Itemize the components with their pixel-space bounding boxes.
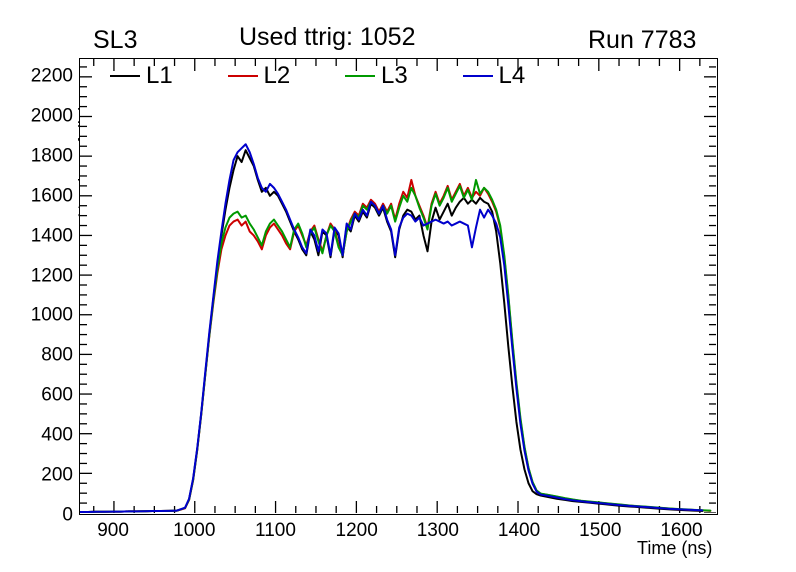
legend: L1 L2 L3 L4 [110, 61, 580, 91]
legend-entry-L4[interactable]: L4 [462, 62, 581, 89]
y-tick-2000: 2000 [30, 105, 73, 127]
x-axis-label: Time (ns) [637, 538, 713, 558]
y-tick-400: 400 [41, 424, 73, 446]
plot-frame [79, 58, 718, 515]
run-label: Run 7783 [588, 26, 697, 54]
y-tick-1800: 1800 [30, 145, 73, 167]
y-tick-600: 600 [41, 384, 73, 406]
y-tick-1600: 1600 [30, 185, 73, 207]
legend-label-L1: L1 [146, 62, 173, 89]
x-tick-1400: 1400 [497, 520, 541, 541]
series-line-L3 [80, 178, 712, 513]
y-tick-800: 800 [41, 344, 73, 366]
series-line-L4 [80, 143, 704, 513]
x-tick-900: 900 [97, 520, 129, 541]
y-tick-1200: 1200 [30, 265, 73, 287]
legend-entry-L3[interactable]: L3 [345, 64, 463, 88]
x-tick-1100: 1100 [255, 520, 296, 541]
x-tick-1600: 1600 [660, 520, 703, 541]
y-tick-1400: 1400 [30, 225, 73, 247]
plot-canvas [80, 59, 716, 513]
legend-label-L2: L2 [263, 62, 291, 89]
superlayer-label: SL3 [93, 26, 138, 54]
y-axis-tick-labels: 0 200 400 600 800 1000 1200 1400 1600 1800 2000 220… [0, 0, 73, 572]
y-tick-2200: 2200 [30, 65, 73, 87]
x-tick-1300: 1300 [416, 520, 460, 541]
legend-swatch-L2 [227, 75, 258, 77]
y-tick-0: 0 [62, 504, 73, 526]
series-line-L2 [80, 178, 712, 513]
x-tick-1000: 1000 [173, 520, 216, 541]
x-tick-1500: 1500 [579, 520, 622, 541]
legend-swatch-L3 [345, 75, 375, 77]
legend-swatch-L1 [110, 75, 140, 77]
legend-label-L4: L4 [498, 62, 526, 89]
legend-label-L3: L3 [381, 62, 408, 89]
legend-swatch-L4 [462, 75, 493, 77]
y-tick-1000: 1000 [30, 304, 73, 326]
legend-entry-L1[interactable]: L1 [110, 64, 228, 88]
x-tick-1200: 1200 [335, 520, 378, 541]
legend-entry-L2[interactable]: L2 [227, 62, 346, 89]
y-tick-200: 200 [41, 464, 73, 486]
ttrig-title: Used ttrig: 1052 [239, 23, 416, 51]
